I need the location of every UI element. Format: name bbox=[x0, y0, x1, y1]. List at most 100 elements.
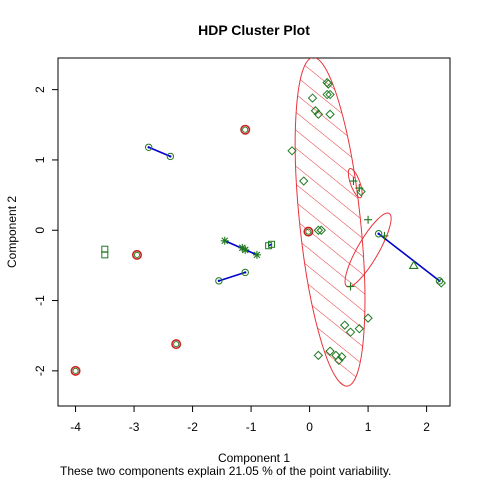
point-marker bbox=[238, 243, 247, 252]
data-point bbox=[166, 152, 175, 161]
data-point bbox=[346, 282, 355, 291]
point-inner bbox=[72, 367, 79, 374]
point-marker bbox=[268, 240, 276, 248]
point-inner bbox=[133, 251, 141, 258]
data-point bbox=[268, 240, 276, 248]
point-marker bbox=[299, 176, 309, 186]
y-tick-label: 0 bbox=[33, 227, 47, 234]
data-point bbox=[144, 143, 153, 151]
data-point bbox=[303, 226, 314, 237]
point-marker bbox=[323, 79, 334, 89]
data-point bbox=[337, 352, 347, 362]
data-points bbox=[70, 77, 446, 376]
data-point bbox=[313, 225, 324, 235]
data-point bbox=[307, 93, 318, 103]
data-point bbox=[323, 79, 334, 89]
point-inner bbox=[173, 341, 180, 348]
data-point bbox=[339, 320, 350, 330]
point-dot bbox=[244, 271, 247, 274]
x-tick-label: -2 bbox=[187, 420, 198, 434]
cluster-segments bbox=[148, 146, 440, 282]
point-marker bbox=[241, 268, 249, 277]
chart-title: HDP Cluster Plot bbox=[198, 22, 310, 38]
data-point bbox=[240, 124, 251, 135]
point-marker bbox=[356, 186, 366, 197]
point-marker bbox=[313, 225, 324, 235]
point-marker bbox=[171, 339, 182, 350]
point-marker bbox=[337, 352, 347, 362]
data-point bbox=[131, 249, 142, 260]
point-marker bbox=[408, 260, 419, 269]
point-marker bbox=[325, 89, 335, 100]
point-marker bbox=[241, 245, 250, 254]
data-point bbox=[364, 215, 373, 224]
point-marker bbox=[313, 109, 324, 119]
x-axis: -4 -3 -2 -1 0 1 2 bbox=[70, 405, 430, 434]
point-marker bbox=[322, 89, 332, 100]
point-marker bbox=[339, 320, 350, 330]
point-inner bbox=[242, 126, 249, 133]
data-point bbox=[363, 313, 373, 323]
x-tick-label: 2 bbox=[423, 420, 430, 434]
point-marker bbox=[346, 282, 355, 291]
y-tick-label: -1 bbox=[33, 295, 47, 306]
data-point bbox=[374, 230, 383, 238]
point-marker bbox=[354, 323, 365, 334]
x-tick-label: 1 bbox=[365, 420, 372, 434]
cluster-segment bbox=[148, 146, 171, 158]
data-point bbox=[356, 186, 366, 197]
data-point bbox=[241, 245, 250, 254]
point-marker bbox=[287, 146, 297, 156]
x-tick-label: -1 bbox=[246, 420, 257, 434]
point-marker bbox=[166, 152, 175, 161]
y-axis: -2 -1 0 1 2 bbox=[33, 86, 59, 376]
data-point bbox=[325, 89, 335, 100]
data-point bbox=[334, 355, 344, 366]
point-marker bbox=[316, 225, 326, 235]
data-point bbox=[313, 109, 324, 119]
point-inner bbox=[305, 228, 312, 235]
point-dot bbox=[377, 232, 380, 235]
chart-caption: These two components explain 21.05 % of … bbox=[60, 464, 391, 478]
data-point bbox=[316, 225, 326, 235]
data-point bbox=[313, 350, 324, 361]
data-point bbox=[238, 243, 247, 252]
data-point bbox=[345, 327, 356, 337]
point-marker bbox=[307, 93, 318, 103]
data-point bbox=[101, 251, 109, 259]
point-dot bbox=[169, 155, 172, 158]
x-tick-label: 0 bbox=[306, 420, 313, 434]
point-marker bbox=[144, 143, 153, 151]
data-point bbox=[436, 278, 446, 288]
data-point bbox=[287, 146, 297, 156]
data-point bbox=[349, 177, 358, 186]
point-marker bbox=[325, 346, 335, 356]
data-point bbox=[220, 236, 229, 245]
cluster-segment bbox=[378, 233, 440, 282]
data-point bbox=[252, 250, 261, 259]
cluster-segment bbox=[268, 243, 272, 247]
x-axis-label: Component 1 bbox=[218, 451, 290, 465]
point-marker bbox=[364, 215, 373, 224]
point-marker bbox=[220, 236, 229, 245]
point-marker bbox=[325, 109, 335, 119]
data-point bbox=[215, 277, 223, 285]
point-dot bbox=[147, 146, 150, 149]
data-point bbox=[354, 323, 365, 334]
point-marker bbox=[313, 350, 324, 361]
point-marker bbox=[101, 251, 109, 259]
point-marker bbox=[240, 124, 251, 135]
data-point bbox=[241, 268, 249, 277]
cluster-ellipse bbox=[347, 168, 363, 199]
cluster-segment bbox=[218, 271, 246, 282]
point-marker bbox=[101, 245, 109, 253]
point-marker bbox=[363, 313, 373, 323]
data-point bbox=[325, 109, 335, 119]
point-marker bbox=[436, 278, 446, 288]
x-tick-label: -3 bbox=[129, 420, 140, 434]
data-point bbox=[322, 89, 332, 100]
data-point bbox=[171, 339, 182, 350]
cluster-ellipses bbox=[294, 58, 392, 387]
point-marker bbox=[334, 355, 344, 366]
